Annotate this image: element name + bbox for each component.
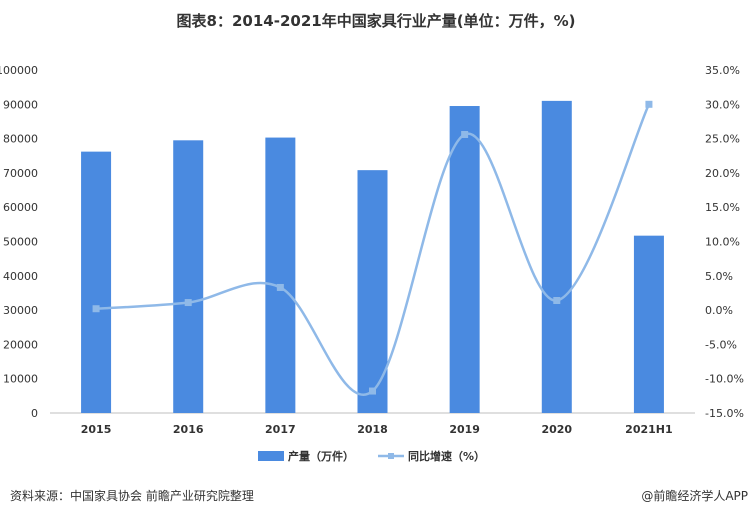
right-tick-label: -10.0%: [705, 373, 744, 386]
left-tick-label: 80000: [3, 133, 38, 146]
chart: 图表8：2014-2021年中国家具行业产量(单位：万件，%) 0 10000 20…: [0, 12, 744, 463]
bar: [173, 140, 204, 413]
right-tick-label: 30.0%: [705, 98, 740, 111]
growth-markers: [92, 100, 653, 395]
x-axis: 2015 2016 2017 2018 2019 2020 2021H1: [81, 423, 673, 436]
legend-line-marker: [388, 453, 394, 459]
x-tick-label: 2016: [173, 423, 204, 436]
x-tick-label: 2021H1: [625, 423, 672, 436]
legend-bar-swatch: [258, 451, 284, 461]
legend-line-label: 同比增速（%）: [408, 449, 485, 463]
left-tick-label: 60000: [3, 201, 38, 214]
bar: [633, 235, 664, 413]
right-tick-label: 0.0%: [705, 304, 733, 317]
credit-note: @前瞻经济学人APP: [641, 489, 748, 503]
right-tick-label: -15.0%: [705, 407, 744, 420]
bar-series: [81, 100, 664, 414]
line-point: [276, 283, 284, 291]
source-note: 资料来源：中国家具协会 前瞻产业研究院整理: [10, 489, 254, 503]
right-tick-label: 15.0%: [705, 201, 740, 214]
bar: [449, 106, 480, 413]
right-tick-label: -5.0%: [705, 338, 737, 351]
right-tick-label: 5.0%: [705, 270, 733, 283]
line-point: [461, 130, 469, 138]
line-point: [553, 296, 561, 304]
x-tick-label: 2015: [81, 423, 112, 436]
left-tick-label: 0: [31, 407, 38, 420]
right-tick-label: 35.0%: [705, 64, 740, 77]
bar: [541, 100, 572, 414]
legend-bar-label: 产量（万件）: [288, 449, 354, 463]
chart-title: 图表8：2014-2021年中国家具行业产量(单位：万件，%): [177, 12, 576, 30]
left-tick-label: 30000: [3, 304, 38, 317]
left-tick-label: 70000: [3, 167, 38, 180]
bar: [357, 170, 388, 413]
line-point: [645, 100, 653, 108]
right-tick-label: 25.0%: [705, 133, 740, 146]
right-axis: -15.0% -10.0% -5.0% 0.0% 5.0% 10.0% 15.0% 20.0%…: [705, 64, 744, 420]
line-point: [184, 299, 192, 307]
right-tick-label: 20.0%: [705, 167, 740, 180]
left-axis: 0 10000 20000 30000 40000 50000 60000 70000 8000…: [0, 64, 38, 420]
x-tick-label: 2020: [541, 423, 572, 436]
line-point: [92, 305, 100, 313]
line-point: [369, 387, 376, 395]
left-tick-label: 20000: [3, 338, 38, 351]
x-tick-label: 2018: [357, 423, 388, 436]
legend: 产量（万件） 同比增速（%）: [258, 449, 485, 463]
left-tick-label: 10000: [3, 373, 38, 386]
left-tick-label: 90000: [3, 98, 38, 111]
left-tick-label: 40000: [3, 270, 38, 283]
left-tick-label: 100000: [0, 64, 38, 77]
right-tick-label: 10.0%: [705, 236, 740, 249]
growth-line: [95, 103, 651, 396]
left-tick-label: 50000: [3, 236, 38, 249]
x-tick-label: 2019: [449, 423, 480, 436]
bar: [81, 151, 112, 413]
x-tick-label: 2017: [265, 423, 296, 436]
bar: [265, 137, 296, 414]
